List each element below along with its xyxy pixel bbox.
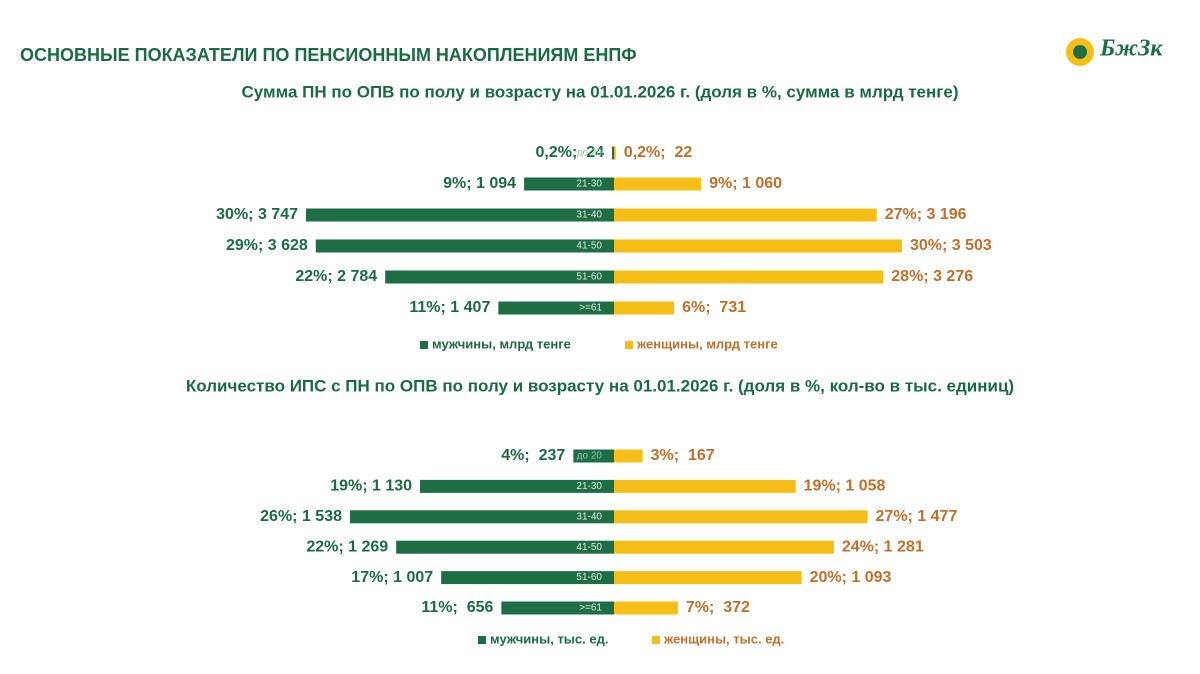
logo-text: БжЗк [1099,36,1163,62]
bar [501,601,614,615]
value-label: 20%; 1 093 [810,569,892,586]
bar [396,540,614,554]
value-label: 7%; 372 [686,599,750,616]
legend-label: мужчины, млрд тенге [432,336,571,351]
value-label: 19%; 1 130 [330,478,412,495]
category-label: 21-30 [576,179,602,190]
legend-swatch [420,341,428,349]
category-label: >=61 [579,603,602,614]
value-label: 3%; 167 [651,447,715,464]
value-label: 0,2%; 24 [536,144,605,161]
value-label: 30%; 3 503 [910,237,992,254]
bar [614,301,675,315]
logo: БжЗк [1066,36,1163,66]
value-label: 29%; 3 628 [226,237,308,254]
category-label: 51-60 [576,572,602,583]
value-label: 6%; 731 [682,299,746,316]
category-label: 31-40 [576,210,602,221]
legend-label: женщины, млрд тенге [636,336,778,351]
value-label: 0,2%; 22 [624,144,693,161]
value-label: 17%; 1 007 [351,569,433,586]
category-label: 21-30 [576,481,602,492]
legend-label: женщины, тыс. ед. [663,631,784,646]
category-label: 51-60 [576,272,602,283]
bar [315,239,614,253]
value-label: 19%; 1 058 [804,478,886,495]
legend-swatch [652,636,660,644]
category-label: >=61 [579,303,602,314]
bar [614,146,616,160]
category-label: 41-50 [576,241,602,252]
bar [350,510,614,524]
bar [614,601,678,615]
value-label: 30%; 3 747 [216,206,298,223]
bar [441,571,614,585]
slide-title: ОСНОВНЫЕ ПОКАЗАТЕЛИ ПО ПЕНСИОННЫМ НАКОПЛ… [20,45,637,65]
legend-swatch [478,636,486,644]
value-label: 9%; 1 094 [443,175,516,192]
bar [614,270,884,284]
category-label: 41-50 [576,542,602,553]
value-label: 9%; 1 060 [709,175,782,192]
value-label: 11%; 656 [421,599,493,616]
legend-label: мужчины, тыс. ед. [490,631,608,646]
category-label: 31-40 [576,511,602,522]
bar [306,208,614,222]
category-label: до 20 [577,451,603,462]
value-label: 22%; 1 269 [306,538,388,555]
bar [614,239,902,253]
bar [614,479,796,493]
chart-title: Сумма ПН по ОПВ по полу и возрасту на 01… [242,82,959,101]
legend-swatch [625,341,633,349]
value-label: 26%; 1 538 [260,508,342,525]
bar [498,301,614,315]
bar [614,540,834,554]
category-label: до 20 [577,148,603,159]
bar [573,449,614,463]
bar [385,270,614,284]
value-label: 4%; 237 [501,447,565,464]
bar [614,208,877,222]
value-label: 27%; 1 477 [876,508,958,525]
value-label: 24%; 1 281 [842,538,924,555]
chart-title: Количество ИПС с ПН по ОПВ по полу и воз… [186,376,1014,395]
value-label: 22%; 2 784 [295,268,377,285]
bar [524,177,614,191]
bar [614,177,702,191]
bar [614,449,643,463]
bar [614,571,802,585]
bar [420,479,614,493]
value-label: 27%; 3 196 [885,206,967,223]
value-label: 28%; 3 276 [891,268,973,285]
bar [614,510,868,524]
bar [612,146,614,160]
value-label: 11%; 1 407 [409,299,490,316]
logo-icon-inner [1073,45,1087,59]
